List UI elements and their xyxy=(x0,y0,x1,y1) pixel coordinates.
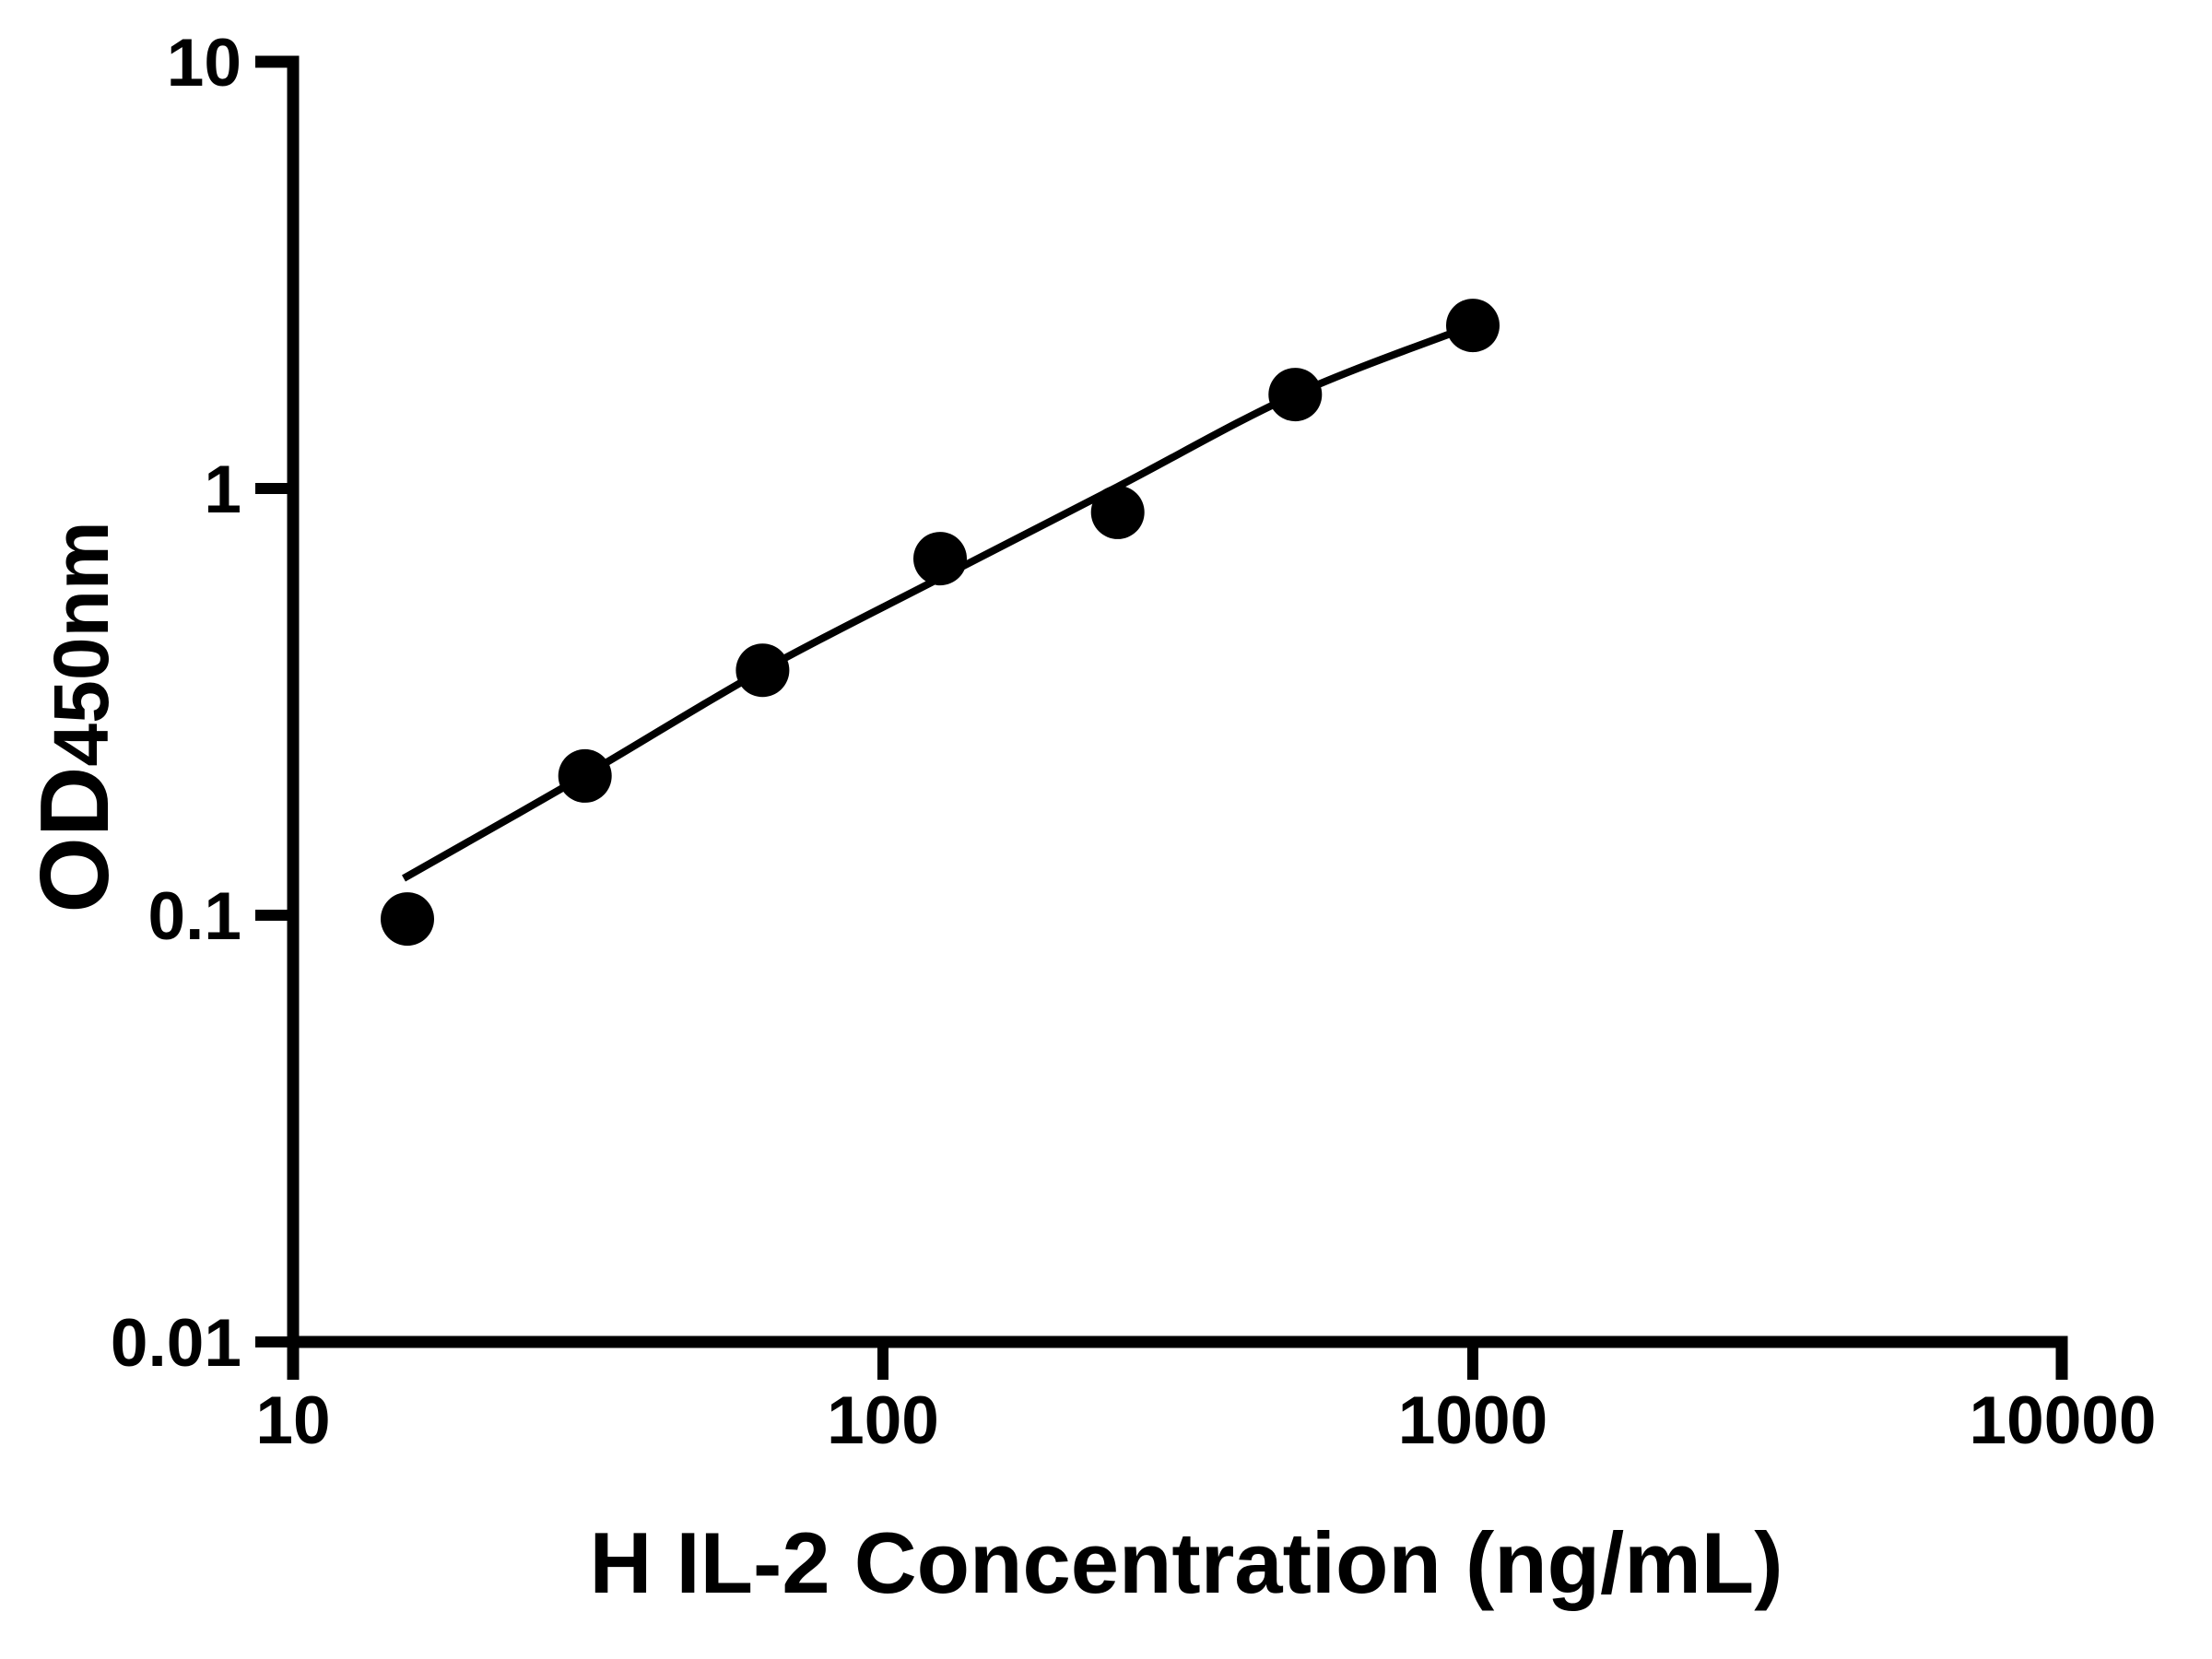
y-axis-ticks: 10 1 0.1 0.01 xyxy=(111,26,293,1381)
axes xyxy=(255,55,2068,1380)
y-tick-label: 0.1 xyxy=(148,879,241,954)
data-point-dot xyxy=(1446,299,1500,353)
data-point-dot xyxy=(381,892,434,947)
x-tick-label: 100 xyxy=(827,1383,939,1458)
x-axis-line xyxy=(293,1335,2068,1380)
data-point-dot xyxy=(1268,368,1323,422)
y-tick-label: 0.01 xyxy=(111,1306,241,1381)
x-tick-label: 1000 xyxy=(1398,1383,1547,1458)
x-tick-label: 10 xyxy=(255,1383,330,1458)
y-axis-title-main: OD xyxy=(20,767,129,913)
y-tick-label: 1 xyxy=(204,453,241,527)
y-axis-title-subscript: 450nm xyxy=(38,521,124,766)
data-point-dot xyxy=(735,643,790,698)
data-points-layer xyxy=(381,299,1500,947)
x-axis-ticks: 10 100 1000 10000 xyxy=(255,1342,2157,1458)
data-point-dot xyxy=(558,748,612,803)
data-point-dot xyxy=(1090,485,1145,539)
y-axis-title: OD450nm xyxy=(20,521,129,912)
data-point-dot xyxy=(913,532,967,586)
x-axis-title: H IL-2 Concentration (ng/mL) xyxy=(589,1514,1783,1611)
x-tick-label: 10000 xyxy=(1970,1383,2157,1458)
y-axis-line xyxy=(255,55,300,1380)
y-tick-label: 10 xyxy=(167,26,241,100)
